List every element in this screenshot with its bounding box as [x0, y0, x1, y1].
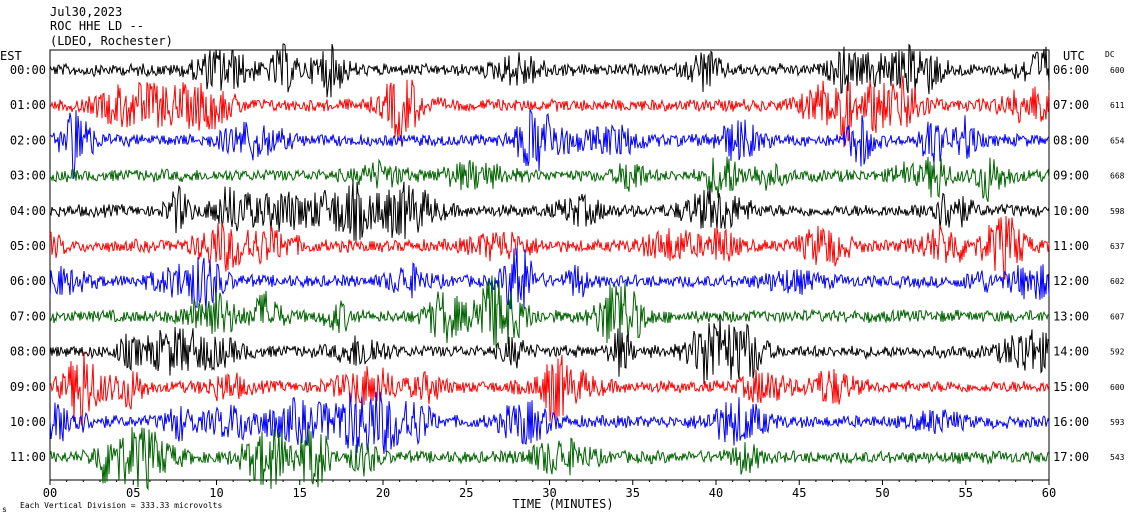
est-row-label: 10:00 — [10, 415, 46, 429]
x-tick-label: 00 — [43, 486, 57, 500]
dc-header-label: DC — [1105, 50, 1115, 59]
x-axis-label: TIME (MINUTES) — [512, 497, 613, 511]
utc-row-label: 07:00 — [1053, 98, 1089, 112]
x-axis-ticks: 00 05 10 15 20 25 30 35 40 45 50 55 60 — [43, 480, 1056, 500]
utc-row-label: 17:00 — [1053, 450, 1089, 464]
est-row-label: 11:00 — [10, 450, 46, 464]
dc-offset-value: 600 — [1110, 383, 1125, 392]
utc-row-label: 12:00 — [1053, 274, 1089, 288]
dc-offset-value: 598 — [1110, 207, 1125, 216]
x-tick-label: 15 — [293, 486, 307, 500]
utc-row-label: 13:00 — [1053, 309, 1089, 323]
utc-row-label: 06:00 — [1053, 63, 1089, 77]
trace-line — [49, 247, 1050, 312]
x-tick-label: 20 — [376, 486, 390, 500]
x-tick-label: 35 — [626, 486, 640, 500]
footer-mark: s — [2, 505, 7, 514]
trace-line — [49, 275, 1050, 348]
est-row-label: 00:00 — [10, 63, 46, 77]
dc-offset-value: 654 — [1110, 136, 1125, 145]
est-row-label: 05:00 — [10, 239, 46, 253]
trace-line — [49, 75, 1050, 148]
trace-line — [49, 108, 1050, 180]
est-row-label: 04:00 — [10, 204, 46, 218]
trace-line — [49, 427, 1050, 491]
dc-offset-value: 607 — [1110, 312, 1125, 321]
dc-offset-value: 668 — [1110, 172, 1125, 181]
utc-row-label: 11:00 — [1053, 239, 1089, 253]
utc-row-label: 16:00 — [1053, 415, 1089, 429]
est-row-label: 08:00 — [10, 345, 46, 359]
x-tick-label: 55 — [959, 486, 973, 500]
utc-row-label: 10:00 — [1053, 204, 1089, 218]
seismic-traces — [49, 43, 1050, 491]
est-row-label: 06:00 — [10, 274, 46, 288]
x-tick-label: 50 — [875, 486, 889, 500]
utc-row-label: 09:00 — [1053, 169, 1089, 183]
est-row-label: 09:00 — [10, 380, 46, 394]
trace-line — [49, 156, 1050, 202]
trace-line — [49, 391, 1050, 454]
x-tick-label: 60 — [1042, 486, 1056, 500]
est-row-label: 03:00 — [10, 169, 46, 183]
row-labels: 00:00 06:00 600 01:00 07:00 611 02:00 08:00 654 0… — [10, 63, 1125, 464]
dc-offset-value: 611 — [1110, 101, 1125, 110]
x-tick-label: 10 — [209, 486, 223, 500]
dc-offset-value: 637 — [1110, 242, 1125, 251]
x-tick-label: 40 — [709, 486, 723, 500]
x-tick-label: 30 — [542, 486, 556, 500]
footer-scale-note: Each Vertical Division = 333.33 microvol… — [20, 501, 222, 510]
trace-line — [49, 315, 1050, 385]
trace-line — [49, 215, 1050, 280]
utc-row-label: 14:00 — [1053, 345, 1089, 359]
x-tick-label: 25 — [459, 486, 473, 500]
chart-date: Jul30,2023 — [50, 5, 122, 19]
trace-line — [49, 43, 1050, 98]
utc-row-label: 08:00 — [1053, 133, 1089, 147]
est-row-label: 07:00 — [10, 309, 46, 323]
chart-station: ROC HHE LD -- — [50, 19, 144, 33]
chart-network: (LDEO, Rochester) — [50, 34, 173, 48]
dc-offset-value: 602 — [1110, 277, 1125, 286]
x-tick-label: 45 — [792, 486, 806, 500]
est-row-label: 02:00 — [10, 133, 46, 147]
utc-row-label: 15:00 — [1053, 380, 1089, 394]
dc-offset-value: 543 — [1110, 453, 1125, 462]
trace-line — [49, 180, 1050, 243]
est-row-label: 01:00 — [10, 98, 46, 112]
dc-offset-value: 593 — [1110, 418, 1125, 427]
dc-offset-value: 592 — [1110, 348, 1125, 357]
dc-offset-value: 600 — [1110, 66, 1125, 75]
right-timezone-label: UTC — [1063, 49, 1085, 63]
trace-line — [49, 351, 1050, 426]
left-timezone-label: EST — [0, 49, 22, 63]
x-tick-label: 05 — [126, 486, 140, 500]
